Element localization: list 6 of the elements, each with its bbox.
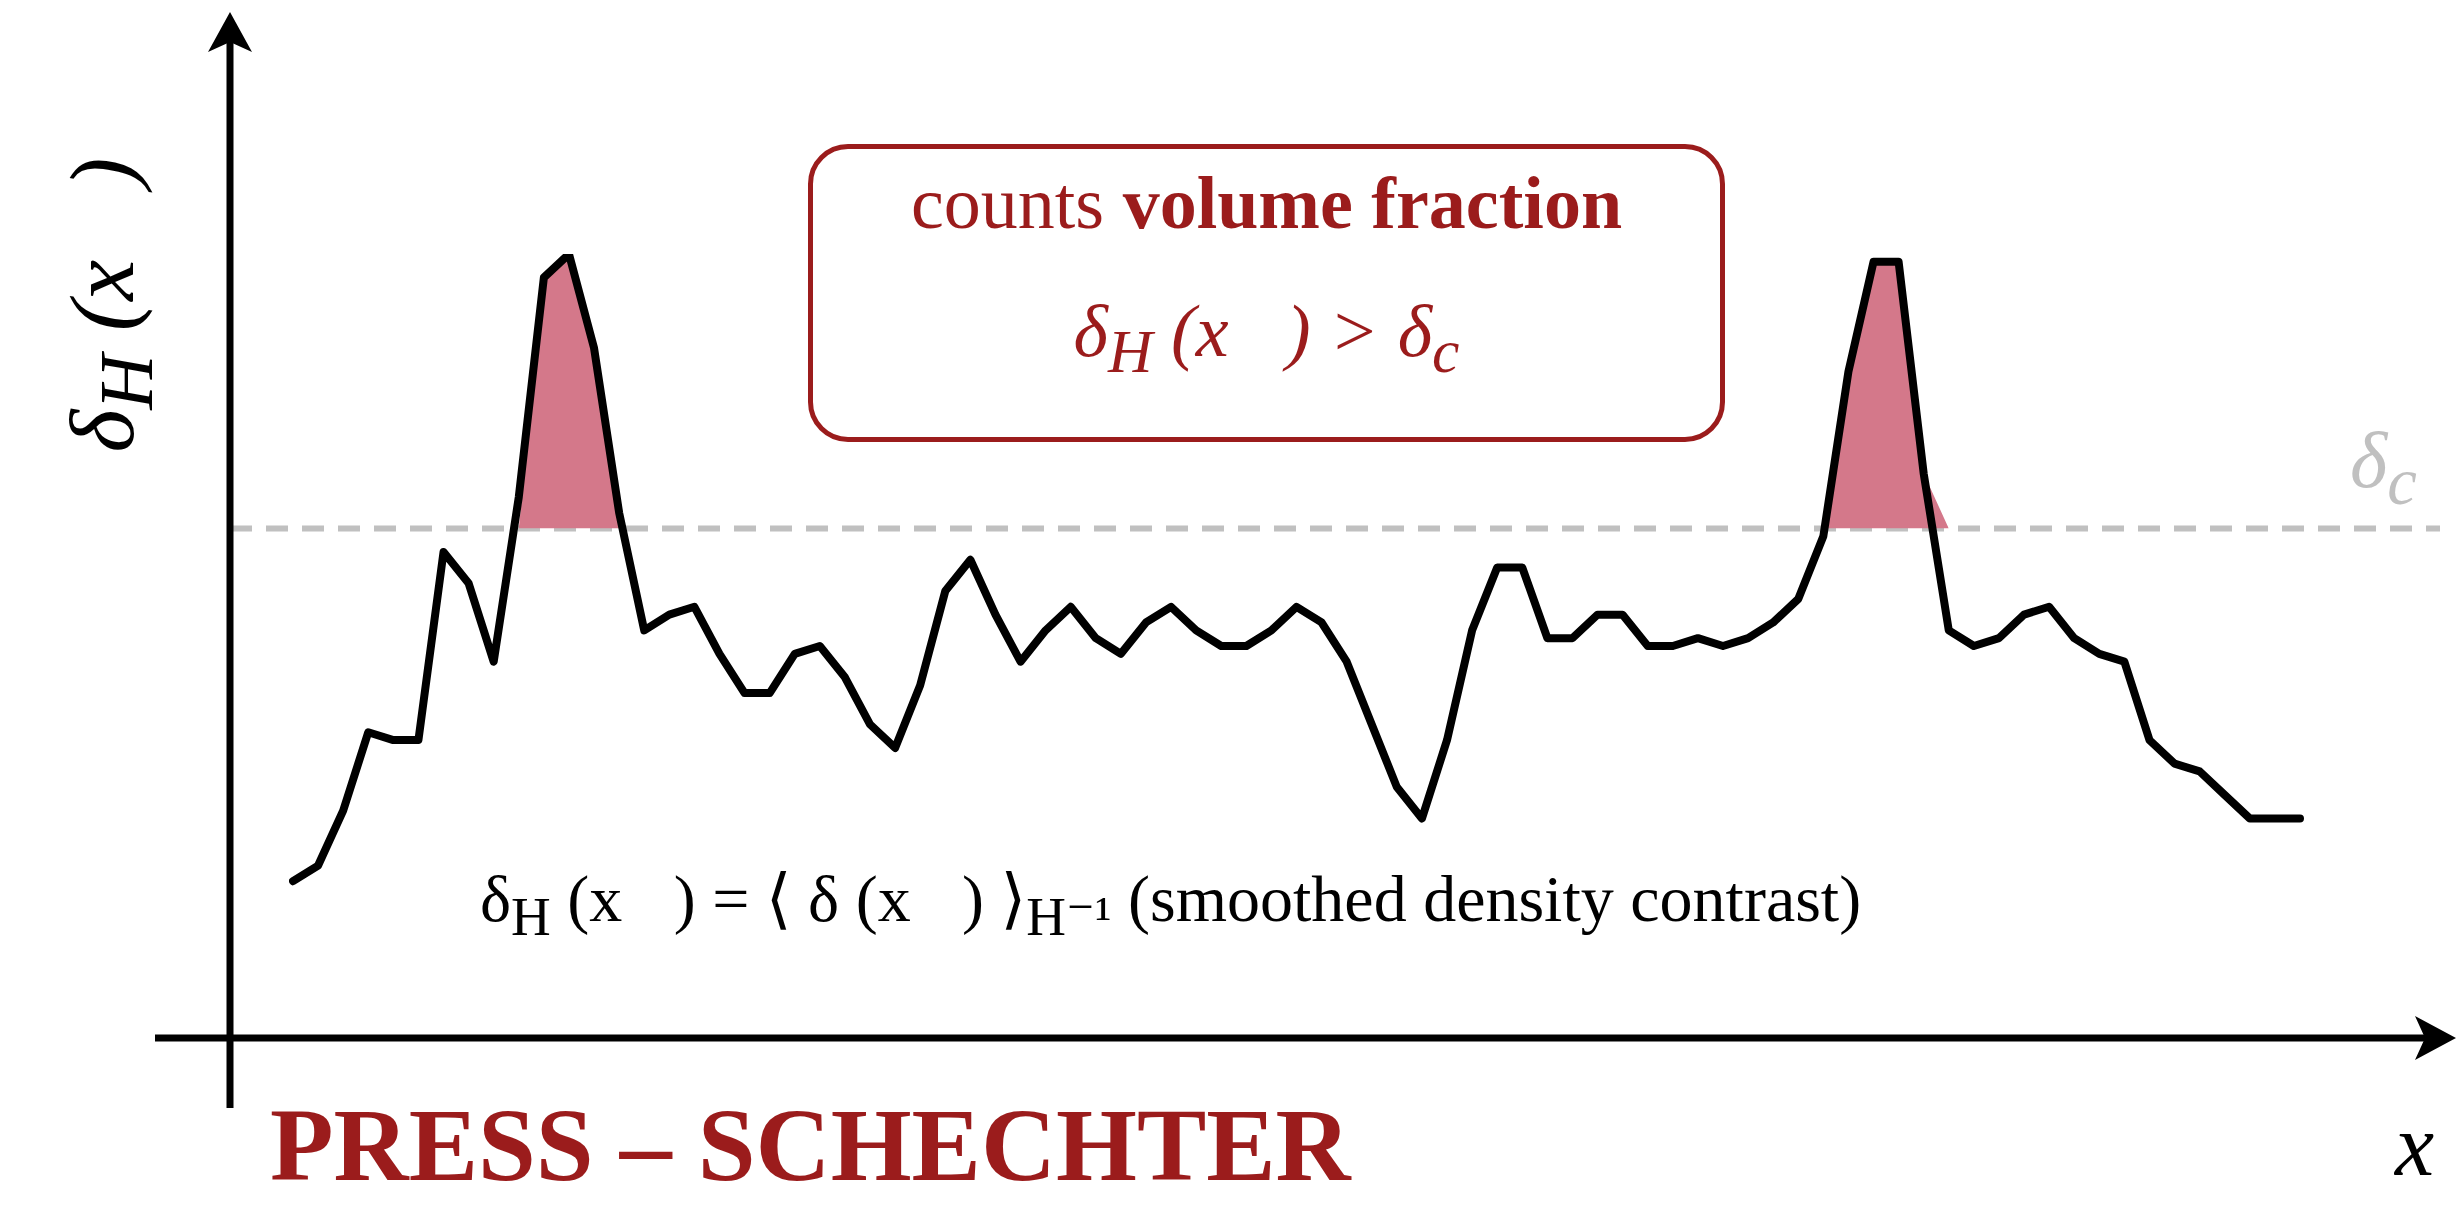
x-axis-title: x⃗ (2395, 1096, 2459, 1196)
ref-line-label: δ$_{c}$ (2350, 415, 2417, 520)
note-frame: counts volume fraction δ$_{H}$ (x⃗) > δ$_{c}$ (808, 144, 1725, 442)
annotation: δ$_{H}$ (x⃗) > δ$_{c}$ (1073, 289, 1460, 387)
text: PRESS – SCHECHTER (270, 1086, 1351, 1204)
annotation: δ$_{H}$ (x⃗) = ⟨ δ (x⃗) ⟩$_{H⁻¹}$ (smoothed density contrast) (480, 861, 1862, 949)
